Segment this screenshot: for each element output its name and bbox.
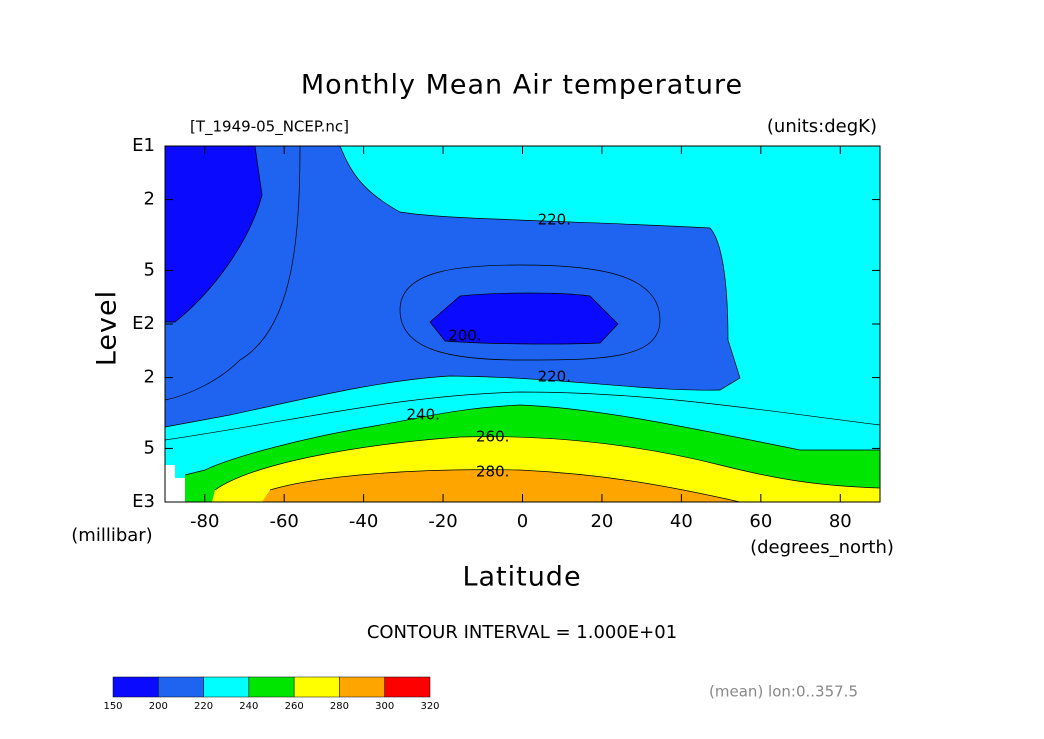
chart-title: Monthly Mean Air temperature [301, 70, 743, 101]
contour-label: 240. [406, 405, 439, 423]
y-tick-label: 2 [144, 367, 155, 388]
x-tick-label: 80 [829, 511, 852, 532]
colorbar-swatch [112, 676, 159, 698]
colorbar-label: 240 [239, 701, 258, 712]
colorbar-label: 260 [285, 701, 304, 712]
contour-label: 200. [448, 327, 481, 345]
y-tick-label: 5 [144, 259, 155, 280]
y-tick-label: 2 [144, 189, 155, 210]
contour-fill [262, 469, 740, 502]
x-tick-label: 60 [749, 511, 772, 532]
contour-fill [165, 146, 262, 322]
x-tick-label: 40 [670, 511, 693, 532]
y-axis-label: Level [92, 290, 123, 366]
units-label: (units:degK) [767, 116, 877, 137]
y-tick-label: E1 [132, 135, 155, 156]
colorbar-swatch [293, 676, 340, 698]
contour-label: 220. [538, 368, 571, 386]
colorbar-swatch [203, 676, 250, 698]
colorbar-label: 150 [103, 701, 122, 712]
colorbar-swatch [384, 676, 431, 698]
file-label: [T_1949-05_NCEP.nc] [190, 118, 349, 137]
colorbar-label: 300 [375, 701, 394, 712]
contour-fill [430, 293, 618, 345]
colorbar-label: 280 [330, 701, 349, 712]
colorbar-label: 320 [420, 701, 439, 712]
colorbar-label: 200 [149, 701, 168, 712]
contour-fill [165, 146, 740, 427]
x-tick-label: -40 [349, 511, 378, 532]
contour-interval: CONTOUR INTERVAL = 1.000E+01 [367, 622, 677, 643]
y-tick-label: 5 [144, 437, 155, 458]
colorbar: 150 200 220 240 260 280 300 320 [103, 676, 440, 712]
y-tick-label: E3 [132, 491, 155, 512]
x-tick-label: -60 [269, 511, 298, 532]
colorbar-label: 220 [194, 701, 213, 712]
contour-label: 220. [538, 210, 571, 228]
x-tick-label: -20 [428, 511, 457, 532]
colorbar-swatch [248, 676, 295, 698]
contour-label: 260. [476, 427, 509, 445]
x-tick-label: 20 [590, 511, 613, 532]
footnote: (mean) lon:0..357.5 [709, 683, 858, 701]
x-tick-label: -80 [190, 511, 219, 532]
x-tick-label: 0 [517, 511, 528, 532]
contour-label: 280. [476, 462, 509, 480]
x-unit-label: (degrees_north) [750, 537, 894, 558]
colorbar-swatch [158, 676, 204, 698]
y-unit-label: (millibar) [71, 525, 152, 546]
x-axis-label: Latitude [462, 562, 581, 593]
y-tick-label: E2 [132, 313, 155, 334]
colorbar-swatch [339, 676, 385, 698]
plot-area [164, 145, 881, 503]
